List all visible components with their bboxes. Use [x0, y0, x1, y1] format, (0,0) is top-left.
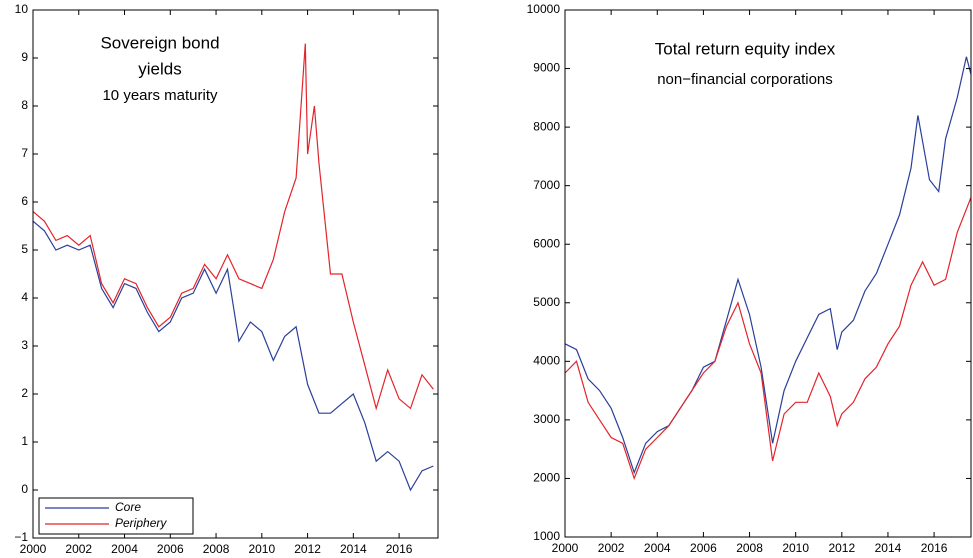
x-tick-label: 2012 — [828, 541, 855, 555]
x-tick-label: 2002 — [598, 541, 625, 555]
y-tick-label: 4000 — [533, 354, 560, 368]
x-tick-label: 2014 — [875, 541, 902, 555]
legend-label: Core — [115, 500, 141, 514]
x-tick-label: 2000 — [20, 542, 47, 556]
chart-title: 10 years maturity — [102, 87, 218, 104]
x-tick-label: 2010 — [248, 542, 275, 556]
y-tick-label: 10000 — [527, 2, 561, 16]
y-tick-label: 7 — [21, 146, 28, 160]
y-tick-label: 7000 — [533, 178, 560, 192]
y-tick-label: 6 — [21, 194, 28, 208]
plot-frame — [32, 9, 439, 539]
x-tick-label: 2006 — [157, 542, 184, 556]
x-tick-label: 2004 — [644, 541, 671, 555]
x-tick-label: 2016 — [386, 542, 413, 556]
x-tick-label: 2014 — [340, 542, 367, 556]
x-tick-label: 2004 — [111, 542, 138, 556]
x-tick-label: 2008 — [203, 542, 230, 556]
series-line — [564, 197, 972, 481]
legend-label: Periphery — [115, 516, 167, 530]
y-tick-label: 1000 — [533, 529, 560, 543]
y-tick-label: 2000 — [533, 471, 560, 485]
legend-box — [38, 497, 194, 535]
y-tick-label: 3000 — [533, 412, 560, 426]
y-tick-label: 6000 — [533, 236, 560, 250]
y-tick-label: 8000 — [533, 119, 560, 133]
y-tick-label: 8 — [21, 98, 28, 112]
chart-title: yields — [138, 59, 181, 78]
y-tick-label: 2 — [21, 386, 28, 400]
x-tick-label: 2010 — [782, 541, 809, 555]
y-tick-label: 5 — [21, 242, 28, 256]
chart-subtitle: non−financial corporations — [657, 71, 833, 88]
y-tick-label: 0 — [21, 482, 28, 496]
y-tick-label: 1 — [21, 434, 28, 448]
chart-title: Sovereign bond — [100, 33, 219, 52]
series-line — [32, 43, 434, 411]
y-tick-label: 9 — [21, 50, 28, 64]
chart-title: Total return equity index — [655, 39, 836, 58]
y-tick-label: 5000 — [533, 295, 560, 309]
x-tick-label: 2000 — [552, 541, 579, 555]
series-line — [564, 56, 972, 475]
x-tick-label: 2002 — [65, 542, 92, 556]
y-tick-label: 10 — [15, 2, 29, 16]
y-tick-label: −1 — [14, 530, 28, 544]
x-tick-label: 2006 — [690, 541, 717, 555]
y-tick-label: 9000 — [533, 61, 560, 75]
x-tick-label: 2008 — [736, 541, 763, 555]
y-tick-label: 3 — [21, 338, 28, 352]
x-tick-label: 2012 — [294, 542, 321, 556]
y-tick-label: 4 — [21, 290, 28, 304]
plot-frame — [564, 9, 972, 538]
x-tick-label: 2016 — [921, 541, 948, 555]
series-line — [32, 220, 434, 492]
